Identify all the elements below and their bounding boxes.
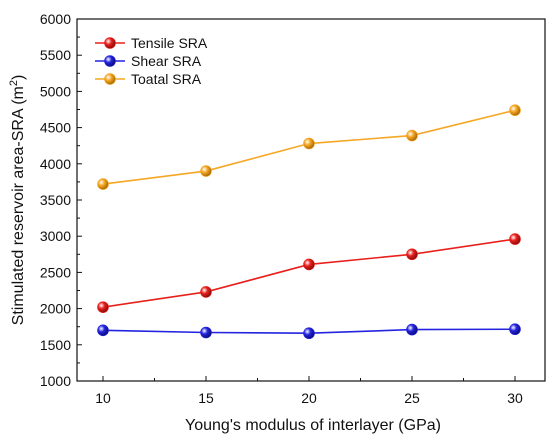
legend-label: Toatal SRA xyxy=(131,71,202,87)
legend-marker xyxy=(104,73,116,85)
legend-marker xyxy=(104,37,116,49)
series-tensile-sra xyxy=(97,233,521,313)
x-tick-label: 15 xyxy=(198,390,214,406)
series-line xyxy=(102,238,516,308)
series-group xyxy=(97,104,521,340)
data-point xyxy=(97,178,109,190)
y-tick-label: 4500 xyxy=(40,120,71,136)
legend-marker xyxy=(104,55,116,67)
data-point xyxy=(406,129,418,142)
x-tick-label: 20 xyxy=(301,390,317,406)
legend-item: Toatal SRA xyxy=(95,71,202,87)
y-tick-label: 5500 xyxy=(40,47,71,63)
y-tick-label: 1000 xyxy=(40,373,71,389)
data-point xyxy=(200,326,212,339)
axes: 1000 1500 2000 2500 3000 3500 4000 4500 5000 5500… xyxy=(40,11,546,406)
data-point xyxy=(97,324,109,337)
data-point xyxy=(303,137,315,150)
data-point xyxy=(303,258,315,271)
y-axis-title-superscript: 2 xyxy=(8,80,20,86)
data-point xyxy=(406,323,418,336)
data-point xyxy=(406,248,418,261)
y-tick-label: 2500 xyxy=(40,264,71,280)
series-shear-sra xyxy=(97,323,521,340)
data-point xyxy=(200,165,212,177)
y-tick-label: 3500 xyxy=(40,192,71,208)
y-tick-label: 6000 xyxy=(40,11,71,27)
data-point xyxy=(303,327,315,340)
legend-label: Shear SRA xyxy=(131,53,202,69)
y-axis-title-end: ) xyxy=(10,75,27,80)
series-toatal-sra xyxy=(97,104,521,190)
y-tick-label: 1500 xyxy=(40,337,71,353)
legend: Tensile SRA Shear SRA Toatal SRA xyxy=(95,35,208,87)
data-point xyxy=(509,104,521,117)
legend-item: Shear SRA xyxy=(95,53,202,69)
data-point xyxy=(200,286,212,298)
y-tick-label: 3000 xyxy=(40,228,71,244)
legend-label: Tensile SRA xyxy=(131,35,208,51)
y-tick-label: 5000 xyxy=(40,83,71,99)
data-point xyxy=(509,323,521,336)
data-point xyxy=(509,233,521,245)
y-tick-label: 2000 xyxy=(40,301,71,317)
x-axis-title: Young's modulus of interlayer (GPa) xyxy=(185,417,441,434)
data-point xyxy=(97,301,109,313)
x-tick-label: 10 xyxy=(95,390,111,406)
x-tick-label: 30 xyxy=(507,390,523,406)
x-tick-label: 25 xyxy=(404,390,420,406)
legend-item: Tensile SRA xyxy=(95,35,208,51)
y-tick-label: 4000 xyxy=(40,156,71,172)
y-axis-title-main: Stimulated reservoir area-SRA (m xyxy=(10,86,27,325)
y-axis-title: Stimulated reservoir area-SRA (m2) xyxy=(8,75,27,326)
